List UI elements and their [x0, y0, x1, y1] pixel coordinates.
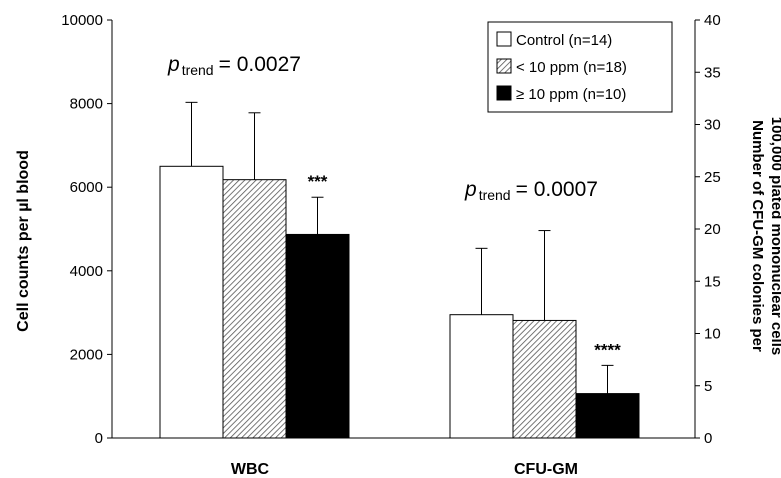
right-tick-label: 15: [704, 273, 721, 290]
left-y-axis: 0 2000 4000 6000 8000 10000: [61, 12, 113, 447]
right-tick-label: 40: [704, 12, 721, 29]
bar: [449, 314, 514, 439]
legend-box: [487, 21, 673, 113]
right-tick-label: 5: [704, 378, 712, 395]
left-tick-label: 0: [95, 430, 103, 447]
significance-marker: ***: [308, 172, 328, 191]
right-tick-label: 20: [704, 221, 721, 238]
right-tick-label: 25: [704, 169, 721, 186]
bar: [285, 233, 350, 439]
bars-layer: [159, 165, 640, 439]
bar: [512, 319, 577, 439]
legend-swatch: [496, 58, 512, 74]
right-tick-label: 10: [704, 326, 721, 343]
right-y-axis: 0 5 10 15 20 25 30 35 40: [694, 12, 721, 447]
x-tick-label: WBC: [231, 461, 270, 478]
left-tick-label: 2000: [70, 346, 103, 363]
bar: [222, 179, 287, 439]
left-axis-title: Cell counts per µl blood: [15, 150, 32, 332]
left-tick-label: 10000: [61, 12, 103, 29]
error-bars-layer: [185, 101, 614, 394]
p-trend-annotation: p trend = 0.0007: [464, 178, 598, 203]
right-tick-label: 30: [704, 117, 721, 134]
left-tick-label: 8000: [70, 96, 103, 113]
labels-layer: *** WBC p trend = 0.0027 **** CFU-GM p trend = 0.…: [167, 53, 621, 478]
legend-label: Control (n=14): [516, 32, 612, 49]
legend-swatch: [496, 31, 512, 47]
left-tick-label: 6000: [70, 179, 103, 196]
legend-swatch: [496, 85, 512, 101]
right-tick-label: 0: [704, 430, 712, 447]
legend-label: ≥ 10 ppm (n=10): [516, 86, 626, 103]
right-axis-title-line1: Number of CFU-GM colonies per: [749, 120, 766, 352]
right-axis-title-line2: 100,000 plated mononuclear cells: [768, 117, 781, 355]
legend: Control (n=14) < 10 ppm (n=18) ≥ 10 ppm (n…: [487, 21, 673, 113]
significance-marker: ****: [594, 340, 621, 359]
bar: [575, 393, 640, 439]
bar: [159, 165, 224, 439]
right-tick-label: 35: [704, 64, 721, 81]
p-trend-annotation: p trend = 0.0027: [167, 53, 301, 78]
legend-label: < 10 ppm (n=18): [516, 59, 627, 76]
left-tick-label: 4000: [70, 263, 103, 280]
x-tick-label: CFU-GM: [514, 461, 578, 478]
